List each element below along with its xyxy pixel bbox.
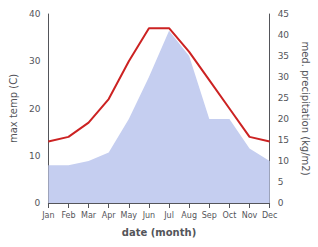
svg-text:Mar: Mar	[81, 211, 97, 220]
svg-text:20: 20	[29, 104, 41, 114]
svg-text:Dec: Dec	[262, 211, 277, 220]
svg-text:40: 40	[29, 9, 41, 19]
svg-text:Aug: Aug	[181, 211, 197, 220]
svg-text:Jul: Jul	[163, 211, 174, 220]
svg-text:Nov: Nov	[242, 211, 258, 220]
svg-text:45: 45	[278, 9, 289, 19]
svg-text:10: 10	[278, 156, 290, 166]
svg-text:May: May	[121, 211, 138, 220]
svg-text:med. precipitation (kg/m2): med. precipitation (kg/m2)	[300, 41, 311, 175]
svg-text:15: 15	[278, 135, 289, 145]
svg-text:30: 30	[29, 56, 41, 66]
svg-text:0: 0	[35, 198, 41, 208]
svg-text:Jan: Jan	[41, 211, 54, 220]
svg-text:Apr: Apr	[102, 211, 117, 220]
svg-text:40: 40	[278, 30, 290, 40]
svg-text:Sep: Sep	[202, 211, 217, 220]
svg-text:0: 0	[278, 198, 284, 208]
svg-text:date (month): date (month)	[122, 227, 196, 238]
svg-text:35: 35	[278, 51, 289, 61]
svg-text:Feb: Feb	[61, 211, 75, 220]
svg-text:30: 30	[278, 72, 290, 82]
svg-text:20: 20	[278, 114, 290, 124]
svg-text:max temp (C): max temp (C)	[8, 74, 19, 143]
svg-text:10: 10	[29, 151, 41, 161]
svg-text:Oct: Oct	[222, 211, 236, 220]
svg-text:Jun: Jun	[142, 211, 156, 220]
svg-text:25: 25	[278, 93, 289, 103]
svg-text:5: 5	[278, 177, 284, 187]
